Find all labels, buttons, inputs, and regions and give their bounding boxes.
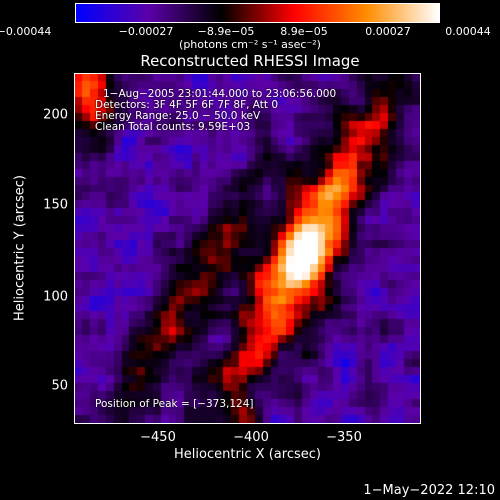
colorbar-tick: 8.9e−05 (280, 25, 328, 38)
x-tick-label: −450 (140, 430, 176, 445)
x-axis-label: Heliocentric X (arcsec) (174, 447, 321, 462)
y-tick-label: 150 (43, 197, 68, 213)
y-axis-label: Heliocentric Y (arcsec) (12, 175, 28, 321)
colorbar-tick: 0.00044 (445, 25, 491, 38)
heatmap-image (75, 74, 420, 423)
colorbar-tick: −8.9e−05 (197, 25, 255, 38)
annotation-time-range: 1−Aug−2005 23:01:44.000 to 23:06:56.000 (103, 88, 337, 100)
timestamp: 1−May−2022 12:10 (363, 483, 495, 498)
annotation-energy: Energy Range: 25.0 − 50.0 keV (95, 110, 261, 122)
y-tick-label: 100 (43, 289, 68, 305)
annotation-peak: Position of Peak = [−373,124] (95, 398, 254, 410)
colorbar-tick: −0.00044 (0, 25, 52, 38)
x-tick-label: −350 (326, 430, 362, 445)
chart-title: Reconstructed RHESSI Image (140, 52, 360, 70)
y-tick-label: 50 (51, 378, 68, 394)
colorbar-tick: 0.00027 (365, 25, 411, 38)
colorbar-units: (photons cm⁻² s⁻¹ asec⁻²) (179, 38, 321, 51)
colorbar (75, 3, 440, 23)
x-tick-label: −400 (233, 430, 269, 445)
annotation-method: Clean Total counts: 9.59E+03 (95, 121, 251, 133)
colorbar-tick: −0.00027 (118, 25, 174, 38)
y-tick-label: 200 (43, 107, 68, 123)
plot-area (74, 73, 421, 424)
annotation-detectors: Detectors: 3F 4F 5F 6F 7F 8F, Att 0 (95, 99, 279, 111)
